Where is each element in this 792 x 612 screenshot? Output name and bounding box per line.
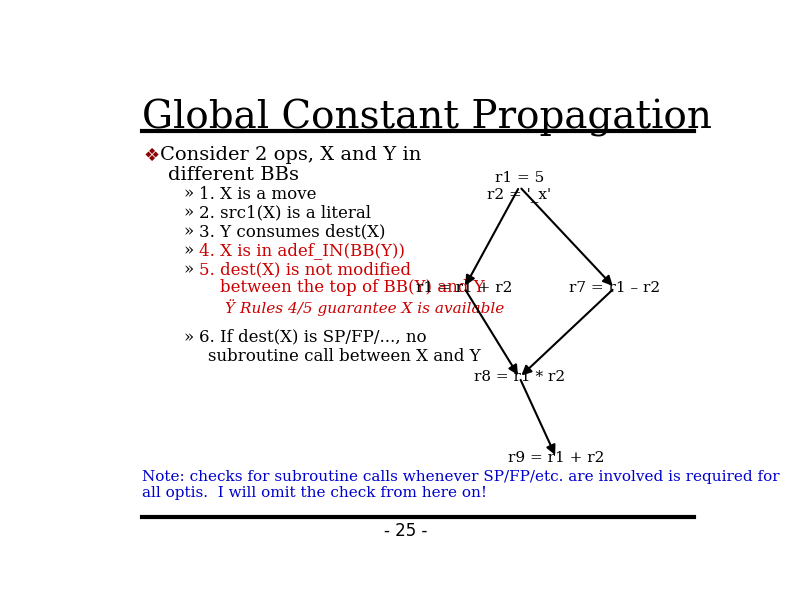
Text: »: » xyxy=(184,242,194,259)
Text: r8 = r1 * r2: r8 = r1 * r2 xyxy=(474,370,565,384)
Text: 4. X is in adef_IN(BB(Y)): 4. X is in adef_IN(BB(Y)) xyxy=(199,242,405,259)
Text: »: » xyxy=(184,204,194,222)
Text: r1 = r1 + r2: r1 = r1 + r2 xyxy=(416,281,512,295)
Text: »: » xyxy=(184,261,194,278)
Text: different BBs: different BBs xyxy=(168,166,299,184)
Text: 3. Y consumes dest(X): 3. Y consumes dest(X) xyxy=(199,223,386,241)
Text: between the top of BB(Y) and Y: between the top of BB(Y) and Y xyxy=(199,279,485,296)
Text: ❖: ❖ xyxy=(143,146,159,165)
Text: 1. X is a move: 1. X is a move xyxy=(199,185,317,203)
Text: Global Constant Propagation: Global Constant Propagation xyxy=(142,99,712,137)
Text: »: » xyxy=(184,223,194,241)
Text: 5. dest(X) is not modified: 5. dest(X) is not modified xyxy=(199,261,411,278)
Text: r9 = r1 + r2: r9 = r1 + r2 xyxy=(508,450,604,465)
Text: r1 = 5
r2 = '_x': r1 = 5 r2 = '_x' xyxy=(487,171,551,202)
Text: 6. If dest(X) is SP/FP/..., no: 6. If dest(X) is SP/FP/..., no xyxy=(199,329,427,346)
Text: Ÿ Rules 4/5 guarantee X is available: Ÿ Rules 4/5 guarantee X is available xyxy=(225,300,504,316)
Text: - 25 -: - 25 - xyxy=(384,523,428,540)
Text: »: » xyxy=(184,329,194,346)
Text: subroutine call between X and Y: subroutine call between X and Y xyxy=(208,348,481,365)
Text: Consider 2 ops, X and Y in: Consider 2 ops, X and Y in xyxy=(160,146,422,165)
Text: »: » xyxy=(184,185,194,203)
Text: Note: checks for subroutine calls whenever SP/FP/etc. are involved is required f: Note: checks for subroutine calls whenev… xyxy=(142,470,779,501)
Text: r7 = r1 – r2: r7 = r1 – r2 xyxy=(569,281,661,295)
Text: 2. src1(X) is a literal: 2. src1(X) is a literal xyxy=(199,204,371,222)
